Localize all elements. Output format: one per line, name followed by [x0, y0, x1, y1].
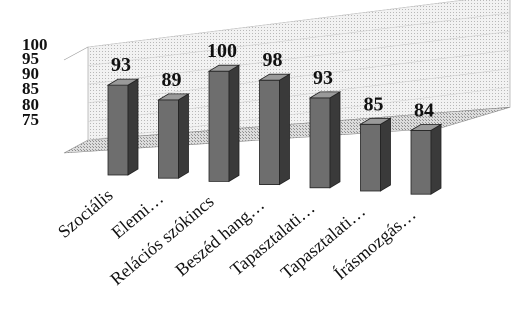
bar-top [258, 73, 291, 81]
bar-side [279, 73, 290, 186]
gridline [87, 12, 511, 66]
gridline [87, 49, 511, 104]
bar [106, 78, 140, 176]
bar-side [329, 91, 341, 189]
data-labels: 93 89 100 98 93 85 84 [111, 40, 434, 121]
bar-top [409, 124, 443, 131]
bar-front [410, 129, 432, 195]
gridline [87, 31, 511, 85]
bar-front [309, 97, 331, 189]
bar-side [430, 123, 442, 195]
bar [157, 93, 190, 179]
gridline [87, 0, 467, 48]
y-tick-label: 95 [22, 49, 39, 68]
bar-front [158, 99, 179, 179]
y-tick-label: 85 [22, 79, 39, 98]
data-label: 84 [414, 99, 434, 121]
bar-front [259, 79, 280, 185]
bars [106, 64, 443, 195]
bar-top [308, 91, 342, 99]
y-tick-label: 90 [22, 64, 39, 83]
bar [207, 64, 241, 183]
bar-top [359, 117, 392, 125]
bar-top [157, 93, 190, 101]
data-label: 100 [207, 40, 237, 62]
y-tick-label: 80 [22, 95, 39, 114]
data-label: 93 [111, 54, 131, 76]
bar-top [207, 64, 241, 72]
y-tick-label: 100 [22, 35, 48, 54]
data-label: 93 [313, 67, 333, 89]
bar [258, 73, 291, 186]
bar [409, 123, 443, 195]
y-tick-label: 75 [22, 110, 39, 129]
bar-front [107, 84, 129, 176]
data-label: 85 [364, 93, 384, 115]
bar-side [178, 93, 189, 179]
bar-top [106, 78, 140, 86]
bar-side [380, 117, 391, 192]
bar-front [208, 70, 230, 182]
data-label: 98 [263, 49, 283, 71]
side-wall-edge [63, 46, 89, 61]
bar-side [127, 78, 139, 176]
bar-side [228, 64, 240, 183]
data-label: 89 [162, 69, 182, 91]
bar [359, 117, 392, 192]
x-tick-label: Szociális [54, 185, 117, 242]
bar-front [360, 123, 381, 192]
bar [308, 91, 342, 189]
